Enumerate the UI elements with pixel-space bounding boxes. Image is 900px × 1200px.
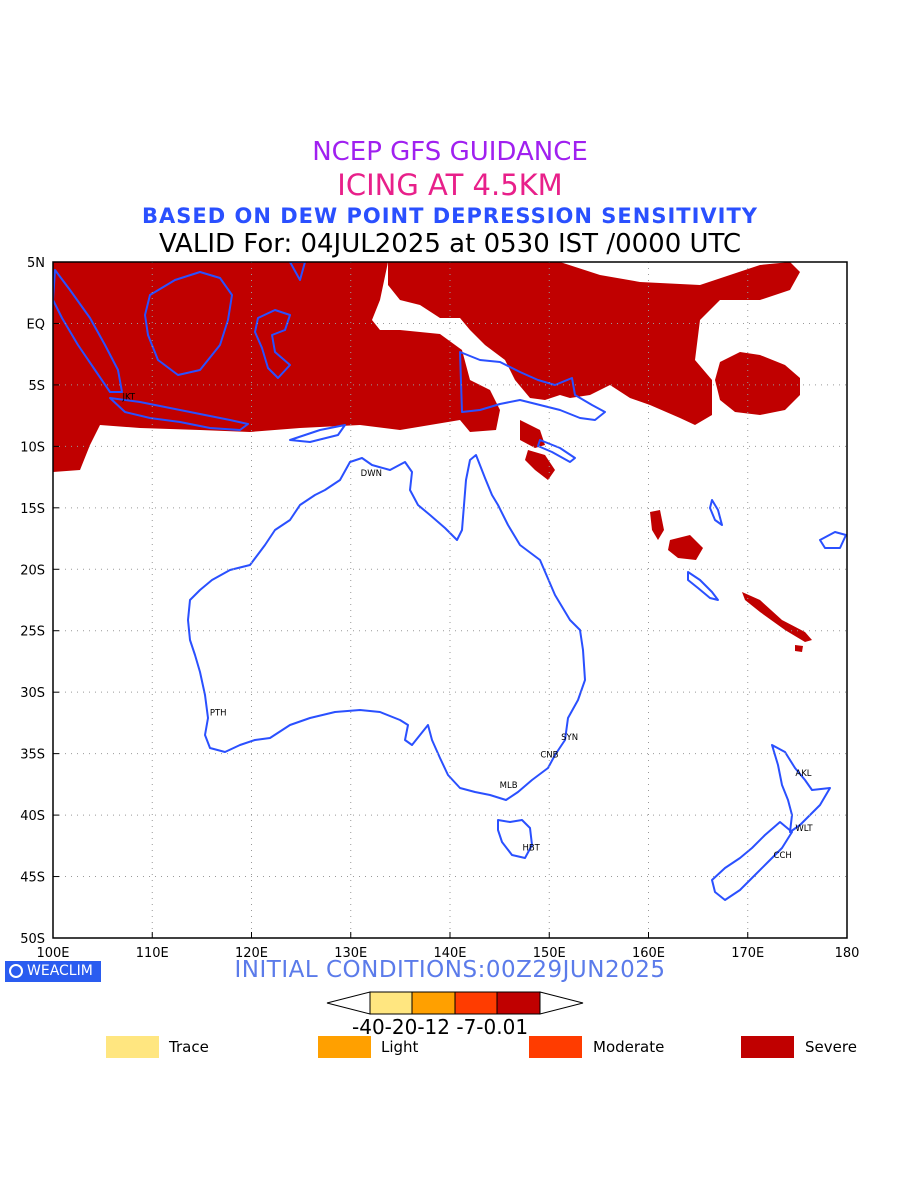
coast-sumatra bbox=[53, 269, 123, 393]
lat-label: 5N bbox=[27, 256, 45, 271]
title-method: BASED ON DEW POINT DEPRESSION SENSITIVIT… bbox=[142, 204, 758, 228]
icing-area-fiji-2 bbox=[668, 535, 703, 560]
lon-label: 170E bbox=[731, 946, 764, 961]
city-label-hbt: HBT bbox=[522, 844, 540, 854]
lon-tick-labels: 100E 110E 120E 130E 140E 150E 160E 170E 180 bbox=[36, 932, 859, 961]
coast-phil bbox=[289, 262, 306, 281]
city-label-wlt: WLT bbox=[795, 824, 813, 834]
city-label-dwn: DWN bbox=[361, 469, 382, 479]
legend-swatch bbox=[529, 1036, 582, 1058]
lat-label: 35S bbox=[20, 748, 45, 763]
initial-conditions: INITIAL CONDITIONS:00Z29JUN2025 bbox=[234, 957, 666, 983]
coast-fiji bbox=[819, 531, 847, 549]
legend-swatch bbox=[106, 1036, 159, 1058]
legend-label: Light bbox=[381, 1038, 419, 1056]
coast-tasmania bbox=[497, 819, 533, 859]
lon-label: 130E bbox=[334, 946, 367, 961]
coast-sulawesi bbox=[254, 309, 291, 379]
legend-swatch bbox=[318, 1036, 371, 1058]
coast-nz-north bbox=[771, 744, 831, 833]
legend-label: Moderate bbox=[593, 1038, 665, 1056]
legend-swatch bbox=[741, 1036, 794, 1058]
lon-label: 140E bbox=[433, 946, 466, 961]
city-label-mlb: MLB bbox=[500, 781, 518, 791]
legend-label: Severe bbox=[805, 1038, 857, 1056]
weaclim-logo: WEACLIM bbox=[5, 961, 101, 982]
coastlines bbox=[53, 262, 847, 901]
icing-area-kermadec bbox=[742, 592, 812, 642]
title-product: ICING AT 4.5KM bbox=[337, 168, 563, 202]
lat-label: 45S bbox=[20, 871, 45, 886]
lat-label: 25S bbox=[20, 625, 45, 640]
lon-label: 160E bbox=[632, 946, 665, 961]
colorbar-right-arrow bbox=[539, 991, 584, 1015]
severe-icing-areas bbox=[53, 262, 812, 652]
city-label-jkt: JKT bbox=[121, 393, 135, 403]
lat-label: 10S bbox=[20, 440, 45, 455]
colorbar-light bbox=[411, 991, 456, 1015]
colorbar-left-arrow bbox=[326, 991, 371, 1015]
legend-label: Trace bbox=[169, 1038, 209, 1056]
icing-area-solomons bbox=[520, 420, 545, 448]
lat-label: 15S bbox=[20, 502, 45, 517]
lon-label: 110E bbox=[136, 946, 169, 961]
icing-area-vanuatu bbox=[525, 450, 555, 480]
icing-area-small bbox=[795, 645, 803, 652]
lon-label: 150E bbox=[533, 946, 566, 961]
lat-label: 5S bbox=[28, 379, 45, 394]
city-label-akl: AKL bbox=[795, 769, 811, 779]
icing-area-png bbox=[388, 262, 800, 425]
lat-label: 40S bbox=[20, 809, 45, 824]
map-gridlines bbox=[53, 262, 847, 938]
coast-timor bbox=[289, 424, 346, 443]
coast-solomons bbox=[537, 439, 576, 463]
coast-australia bbox=[187, 454, 586, 801]
city-label-cch: CCH bbox=[774, 851, 792, 861]
colorbar-labels: -40-20-12 -7-0.01 bbox=[352, 1015, 529, 1039]
lon-label: 120E bbox=[235, 946, 268, 961]
lat-tick-labels: 5N EQ 5S 10S 15S 20S 25S 30S 35S 40S 45S 50S bbox=[20, 256, 59, 947]
coast-nz-south bbox=[711, 821, 793, 901]
coast-borneo bbox=[144, 271, 233, 376]
coast-new-guinea bbox=[459, 351, 606, 421]
copyright-icon bbox=[9, 964, 23, 978]
coast-vanuatu bbox=[709, 499, 723, 526]
lat-label: 20S bbox=[20, 563, 45, 578]
colorbar-trace bbox=[369, 991, 413, 1015]
city-label-pth: PTH bbox=[210, 709, 227, 719]
colorbar-severe bbox=[496, 991, 541, 1015]
coast-java bbox=[109, 397, 249, 431]
colorbar bbox=[326, 991, 584, 1015]
title-model: NCEP GFS GUIDANCE bbox=[312, 137, 588, 167]
coast-new-caledonia bbox=[687, 571, 719, 601]
icing-area-east bbox=[715, 352, 800, 415]
colorbar-moderate bbox=[454, 991, 498, 1015]
lat-label: EQ bbox=[27, 317, 45, 332]
legend: Trace Light Moderate Severe bbox=[0, 1036, 900, 1060]
city-label-cnb: CNB bbox=[540, 750, 558, 760]
lon-label: 100E bbox=[36, 946, 69, 961]
city-label-syn: SYN bbox=[561, 733, 578, 743]
lat-label: 50S bbox=[20, 932, 45, 947]
lat-label: 30S bbox=[20, 686, 45, 701]
weaclim-badge-text: WEACLIM bbox=[27, 963, 93, 979]
icing-map: 100E 110E 120E 130E 140E 150E 160E 170E 180 5N EQ… bbox=[20, 256, 859, 961]
title-valid-time: VALID For: 04JUL2025 at 0530 IST /0000 U… bbox=[158, 229, 742, 259]
lon-label: 180 bbox=[835, 946, 860, 961]
icing-area-fiji-1 bbox=[650, 510, 664, 540]
